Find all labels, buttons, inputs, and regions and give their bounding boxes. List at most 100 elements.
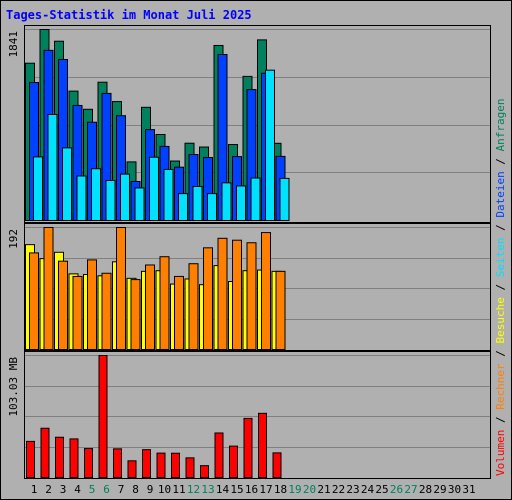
bar-rechner-day-8 bbox=[130, 279, 141, 350]
legend-item-rechner: Rechner bbox=[494, 363, 507, 410]
bar-volumen-day-10 bbox=[156, 452, 166, 479]
legend-separator: / bbox=[494, 410, 507, 430]
legend-item-besuche: Besuche bbox=[494, 297, 507, 343]
bar-seiten-day-8 bbox=[134, 187, 145, 221]
legend-item-anfragen: Anfragen bbox=[494, 98, 507, 151]
panel-frame-visits bbox=[24, 223, 491, 351]
legend-separator: / bbox=[494, 277, 507, 297]
bar-volumen-day-5 bbox=[84, 447, 93, 479]
bar-rechner-day-2 bbox=[43, 227, 54, 350]
bar-volumen-day-2 bbox=[40, 427, 50, 479]
bar-seiten-day-18 bbox=[279, 177, 290, 221]
x-tick-label-day-17: 17 bbox=[259, 483, 272, 496]
x-tick-label-day-24: 24 bbox=[361, 483, 375, 496]
bar-volumen-day-16 bbox=[243, 417, 253, 478]
bar-seiten-day-17 bbox=[265, 69, 275, 221]
x-tick-label-day-11: 11 bbox=[172, 483, 185, 496]
bar-rechner-day-17 bbox=[261, 232, 271, 350]
bar-seiten-day-7 bbox=[120, 173, 130, 222]
legend-separator: / bbox=[494, 218, 507, 238]
bar-rechner-day-3 bbox=[58, 260, 68, 351]
legend-separator: / bbox=[494, 151, 507, 171]
bar-volumen-day-14 bbox=[214, 432, 224, 479]
bar-seiten-day-9 bbox=[149, 156, 159, 222]
bar-seiten-day-3 bbox=[62, 147, 72, 221]
bar-volumen-day-18 bbox=[272, 452, 282, 478]
y-tick-label-requests: 1841 bbox=[7, 31, 20, 58]
x-tick-label-day-9: 9 bbox=[147, 483, 154, 496]
bar-seiten-day-11 bbox=[178, 193, 188, 221]
x-tick-label-day-6: 6 bbox=[103, 483, 110, 496]
bar-seiten-day-14 bbox=[221, 182, 232, 222]
chart-title: Tages-Statistik im Monat Juli 2025 bbox=[6, 8, 252, 22]
x-tick-label-day-2: 2 bbox=[45, 483, 52, 496]
legend-item-volumen: Volumen bbox=[494, 430, 507, 476]
bar-rechner-day-7 bbox=[116, 227, 126, 350]
bar-volumen-day-7 bbox=[113, 448, 122, 478]
x-tick-label-day-3: 3 bbox=[60, 483, 67, 496]
y-tick-label-visits: 192 bbox=[7, 229, 20, 249]
x-tick-label-day-23: 23 bbox=[346, 483, 359, 496]
panel-frame-volume bbox=[24, 351, 491, 479]
x-tick-label-day-22: 22 bbox=[332, 483, 345, 496]
bar-seiten-day-4 bbox=[76, 175, 87, 222]
x-tick-label-day-31: 31 bbox=[462, 483, 475, 496]
bar-rechner-day-4 bbox=[72, 275, 83, 351]
bar-rechner-day-12 bbox=[188, 263, 199, 350]
bar-volumen-day-11 bbox=[171, 452, 180, 479]
x-tick-label-day-26: 26 bbox=[390, 483, 403, 496]
bar-volumen-day-17 bbox=[258, 412, 267, 479]
x-tick-label-day-4: 4 bbox=[74, 483, 81, 496]
panel-frame-requests bbox=[24, 25, 491, 223]
x-tick-label-day-1: 1 bbox=[31, 483, 38, 496]
bar-seiten-day-2 bbox=[47, 113, 58, 221]
x-tick-label-day-16: 16 bbox=[245, 483, 258, 496]
bar-volumen-day-12 bbox=[185, 457, 195, 479]
bar-volumen-day-6 bbox=[98, 355, 108, 478]
bar-volumen-day-4 bbox=[69, 438, 79, 478]
x-tick-label-day-7: 7 bbox=[118, 483, 125, 496]
bar-rechner-day-10 bbox=[159, 256, 170, 350]
bar-volumen-day-15 bbox=[229, 445, 238, 478]
x-tick-label-day-18: 18 bbox=[274, 483, 287, 496]
bar-rechner-day-18 bbox=[275, 270, 286, 350]
x-tick-label-day-27: 27 bbox=[404, 483, 417, 496]
x-tick-label-day-25: 25 bbox=[375, 483, 388, 496]
x-tick-label-day-28: 28 bbox=[419, 483, 432, 496]
bar-seiten-day-6 bbox=[105, 179, 116, 222]
x-tick-label-day-8: 8 bbox=[132, 483, 139, 496]
bar-rechner-day-16 bbox=[246, 242, 257, 350]
bar-volumen-day-1 bbox=[26, 440, 35, 479]
x-tick-label-day-5: 5 bbox=[89, 483, 96, 496]
bar-volumen-day-13 bbox=[200, 465, 209, 478]
x-tick-label-day-20: 20 bbox=[303, 483, 316, 496]
bar-volumen-day-8 bbox=[127, 460, 137, 479]
x-tick-label-day-21: 21 bbox=[317, 483, 330, 496]
bar-rechner-day-5 bbox=[87, 259, 97, 350]
x-tick-label-day-10: 10 bbox=[158, 483, 171, 496]
legend-right: Volumen / Rechner / Besuche / Seiten / D… bbox=[494, 98, 507, 476]
bar-rechner-day-1 bbox=[29, 252, 39, 351]
bar-volumen-day-9 bbox=[142, 449, 151, 479]
legend-item-seiten: Seiten bbox=[494, 238, 507, 278]
x-tick-label-day-14: 14 bbox=[216, 483, 230, 496]
bar-seiten-day-5 bbox=[91, 168, 101, 221]
x-tick-label-day-15: 15 bbox=[230, 483, 243, 496]
x-tick-label-day-13: 13 bbox=[201, 483, 214, 496]
legend-separator: / bbox=[494, 344, 507, 364]
bar-rechner-day-14 bbox=[217, 237, 228, 350]
x-tick-label-day-30: 30 bbox=[448, 483, 461, 496]
bar-seiten-day-15 bbox=[236, 185, 246, 222]
bar-seiten-day-1 bbox=[33, 156, 43, 221]
bar-seiten-day-12 bbox=[192, 185, 203, 222]
bar-rechner-day-13 bbox=[203, 247, 213, 350]
x-tick-label-day-12: 12 bbox=[187, 483, 200, 496]
bar-rechner-day-6 bbox=[101, 272, 112, 350]
bar-rechner-day-11 bbox=[174, 275, 184, 351]
x-tick-label-day-29: 29 bbox=[433, 483, 446, 496]
legend-item-dateien: Dateien bbox=[494, 171, 507, 217]
bar-seiten-day-10 bbox=[163, 168, 174, 222]
bar-rechner-day-9 bbox=[145, 264, 155, 351]
